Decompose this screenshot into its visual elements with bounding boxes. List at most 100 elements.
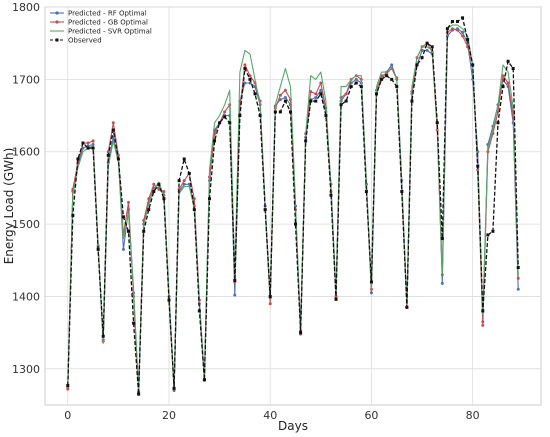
- series-observed-point: [349, 85, 353, 89]
- series-observed-point: [258, 114, 262, 118]
- series-observed-point: [218, 121, 222, 125]
- series-observed-point: [142, 229, 146, 233]
- series-gb-point: [111, 121, 115, 125]
- series-gb-point: [455, 28, 459, 32]
- series-gb-point: [116, 153, 120, 157]
- series-observed-point: [375, 92, 379, 96]
- series-observed-point: [481, 309, 485, 313]
- series-observed-point: [299, 331, 303, 335]
- legend-marker: [55, 20, 59, 24]
- series-observed-point: [461, 16, 465, 20]
- series-observed-point: [344, 99, 348, 103]
- series-rf-point: [369, 291, 373, 295]
- series-observed-point: [501, 85, 505, 89]
- series-observed-point: [354, 81, 358, 85]
- series-observed-point: [213, 139, 217, 143]
- series-observed-point: [228, 121, 232, 125]
- series-observed-point: [400, 190, 404, 194]
- series-gb-point: [461, 34, 465, 38]
- series-rf-point: [461, 30, 465, 34]
- series-observed-point: [182, 157, 186, 161]
- series-observed-point: [410, 99, 414, 103]
- series-observed-point: [243, 67, 247, 71]
- series-gb-point: [152, 182, 156, 186]
- series-gb-point: [86, 141, 90, 145]
- legend-label: Predicted - RF Optimal: [68, 10, 147, 18]
- series-observed-point: [395, 85, 399, 89]
- series-gb-point: [278, 93, 282, 97]
- series-observed-point: [121, 215, 125, 219]
- series-observed-point: [223, 115, 227, 119]
- series-observed-point: [405, 305, 409, 309]
- series-observed-point: [101, 334, 105, 338]
- series-gb-point: [450, 27, 454, 31]
- legend-marker: [55, 38, 59, 42]
- series-observed-point: [127, 229, 131, 233]
- series-observed-point: [283, 99, 287, 103]
- plot-background: [44, 6, 542, 406]
- y-tick-label: 1500: [12, 218, 40, 231]
- series-rf-point: [121, 247, 125, 251]
- series-gb-point: [481, 323, 485, 327]
- y-tick-label: 1600: [12, 146, 40, 159]
- x-tick-label: 0: [64, 409, 71, 422]
- x-tick-label: 60: [364, 409, 378, 422]
- series-observed-point: [106, 153, 110, 157]
- series-gb-point: [162, 190, 166, 194]
- legend-item: Observed: [50, 37, 102, 45]
- series-gb-point: [182, 179, 186, 183]
- y-axis-label: Energy Load (GWh): [2, 148, 16, 265]
- legend-label: Predicted - GB Optimal: [68, 19, 148, 27]
- series-observed-point: [329, 193, 333, 197]
- series-gb-point: [157, 187, 161, 191]
- series-observed-point: [339, 103, 343, 107]
- series-observed-point: [445, 27, 449, 31]
- y-tick-label: 1300: [12, 363, 40, 376]
- series-observed-point: [288, 110, 292, 114]
- x-axis-label: Days: [278, 419, 308, 433]
- series-gb-point: [66, 387, 70, 391]
- legend-item: Predicted - RF Optimal: [50, 10, 147, 18]
- series-gb-point: [516, 276, 520, 280]
- series-observed-point: [430, 45, 434, 49]
- series-observed-point: [491, 229, 495, 233]
- series-observed-point: [238, 114, 242, 118]
- series-observed-point: [81, 141, 85, 145]
- series-gb-point: [309, 90, 313, 94]
- series-observed-point: [314, 99, 318, 103]
- x-tick-label: 20: [162, 409, 176, 422]
- y-tick-label: 1700: [12, 73, 40, 86]
- series-observed-point: [147, 208, 151, 212]
- series-observed-point: [96, 247, 100, 251]
- series-rf-point: [440, 281, 444, 285]
- series-observed-point: [450, 19, 454, 23]
- series-observed-point: [233, 279, 237, 283]
- series-observed-point: [187, 171, 191, 175]
- series-observed-point: [91, 146, 95, 150]
- series-gb-point: [344, 92, 348, 96]
- series-observed-point: [440, 237, 444, 241]
- series-observed-point: [435, 121, 439, 125]
- series-gb-point: [127, 200, 131, 204]
- legend-item: Predicted - GB Optimal: [50, 19, 148, 27]
- legend-item: Predicted - SVR Optimal: [50, 28, 152, 36]
- series-observed-point: [278, 110, 282, 114]
- series-observed-point: [425, 41, 429, 45]
- series-observed-point: [167, 298, 171, 302]
- series-rf-point: [390, 63, 394, 67]
- series-observed-point: [319, 92, 323, 96]
- series-rf-point: [283, 95, 287, 99]
- legend-label: Predicted - SVR Optimal: [68, 28, 152, 36]
- series-gb-point: [106, 150, 110, 154]
- series-observed: [66, 16, 520, 396]
- series-gb-point: [314, 92, 318, 96]
- series-observed-point: [76, 157, 80, 161]
- series-gb-point: [283, 88, 287, 92]
- series-observed-point: [476, 164, 480, 168]
- series-layer: [66, 16, 520, 396]
- series-observed-point: [415, 63, 419, 67]
- series-observed-point: [71, 213, 75, 217]
- series-observed-line: [67, 17, 519, 395]
